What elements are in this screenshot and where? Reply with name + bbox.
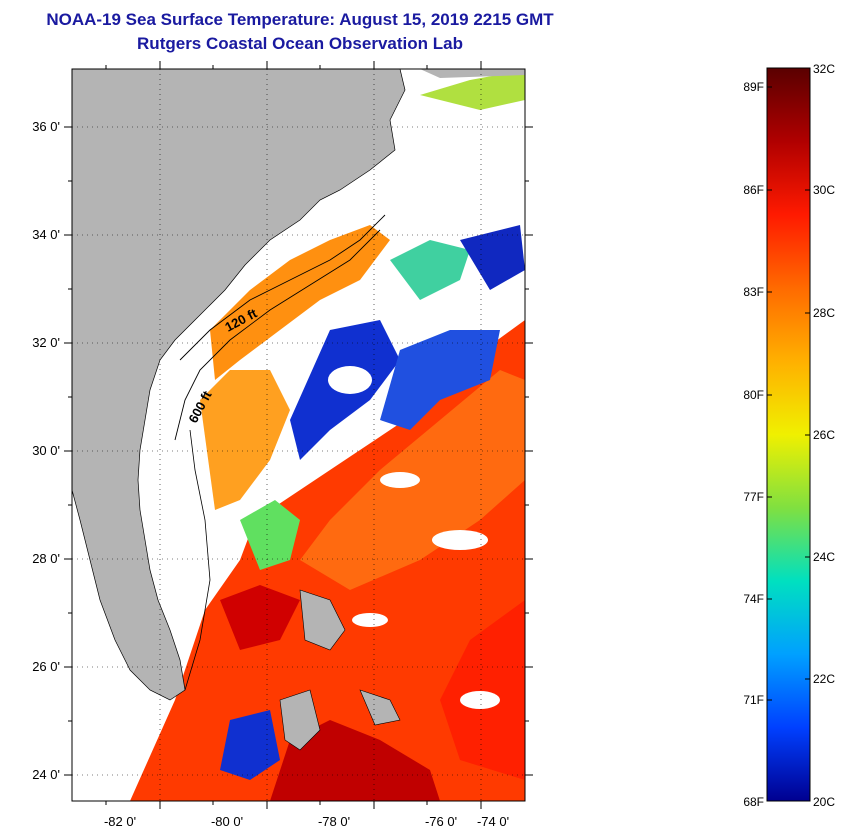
bahamas-island <box>299 589 346 651</box>
coastal-warm-band <box>210 225 390 380</box>
cloud-blob <box>432 530 488 550</box>
hot-water-patch <box>440 600 525 780</box>
sst-field <box>130 70 525 801</box>
colorbar: 89F 86F 83F 80F 77F 74F 71F 68F 32C 30C … <box>743 62 835 809</box>
f-label: 89F <box>743 80 764 94</box>
cloud-blob <box>328 366 372 394</box>
cloud-blob <box>380 472 420 488</box>
cloud-blob <box>460 691 500 709</box>
land-mass <box>72 69 406 701</box>
transition-zone-north <box>390 240 470 300</box>
grid-lines <box>72 69 525 801</box>
contour-120ft <box>179 214 386 361</box>
lat-label: 30 0' <box>32 443 60 458</box>
map-panel <box>72 69 525 801</box>
lat-label: 36 0' <box>32 119 60 134</box>
lon-label: -80 0' <box>211 814 243 829</box>
gulf-area <box>72 490 95 801</box>
lon-label: -74 0' <box>477 814 509 829</box>
colorbar-gradient <box>766 67 811 802</box>
fahrenheit-labels: 89F 86F 83F 80F 77F 74F 71F 68F <box>743 80 764 809</box>
lon-label: -76 0' <box>425 814 457 829</box>
andros-island <box>279 689 321 751</box>
cool-water-patch-keys <box>220 710 280 780</box>
f-label: 77F <box>743 490 764 504</box>
f-label: 71F <box>743 693 764 707</box>
lat-label: 34 0' <box>32 227 60 242</box>
shelf-warm-band <box>200 370 290 510</box>
map-frame <box>71 68 526 802</box>
c-label: 28C <box>813 306 835 320</box>
lat-label: 32 0' <box>32 335 60 350</box>
lon-label: -78 0' <box>318 814 350 829</box>
c-label: 30C <box>813 183 835 197</box>
f-label: 83F <box>743 285 764 299</box>
cloud-blob <box>352 613 388 627</box>
colorbar-ticks <box>767 67 810 701</box>
contour-600ft <box>174 229 381 441</box>
lat-label: 24 0' <box>32 767 60 782</box>
celsius-labels: 32C 30C 28C 26C 24C 22C 20C <box>813 62 835 809</box>
lon-label: -82 0' <box>104 814 136 829</box>
lake-okeechobee <box>162 592 182 618</box>
f-label: 80F <box>743 388 764 402</box>
contour-florida <box>184 429 211 691</box>
transition-zone <box>240 500 300 570</box>
f-label: 86F <box>743 183 764 197</box>
c-label: 24C <box>813 550 835 564</box>
c-label: 22C <box>813 672 835 686</box>
longitude-labels: -82 0' -80 0' -78 0' -76 0' -74 0' <box>104 814 509 829</box>
c-label: 26C <box>813 428 835 442</box>
f-label: 74F <box>743 592 764 606</box>
c-label: 20C <box>813 795 835 809</box>
cool-water-patch-east <box>380 330 500 430</box>
hot-water-patch-south <box>270 720 440 801</box>
axis-ticks <box>64 61 533 809</box>
northern-sst-patch <box>420 70 525 110</box>
lat-label: 28 0' <box>32 551 60 566</box>
c-label: 32C <box>813 62 835 76</box>
land-north <box>420 69 525 78</box>
latitude-labels: 36 0' 34 0' 32 0' 30 0' 28 0' 26 0' 24 0… <box>32 119 60 782</box>
f-label: 68F <box>743 795 764 809</box>
map-title: NOAA-19 Sea Surface Temperature: August … <box>46 10 554 29</box>
bahamas-island-east <box>359 689 401 726</box>
lat-label: 26 0' <box>32 659 60 674</box>
cool-water-patch-ne <box>460 225 525 290</box>
map-subtitle: Rutgers Coastal Ocean Observation Lab <box>137 34 463 53</box>
hot-water-patch-bahamas <box>220 585 300 650</box>
